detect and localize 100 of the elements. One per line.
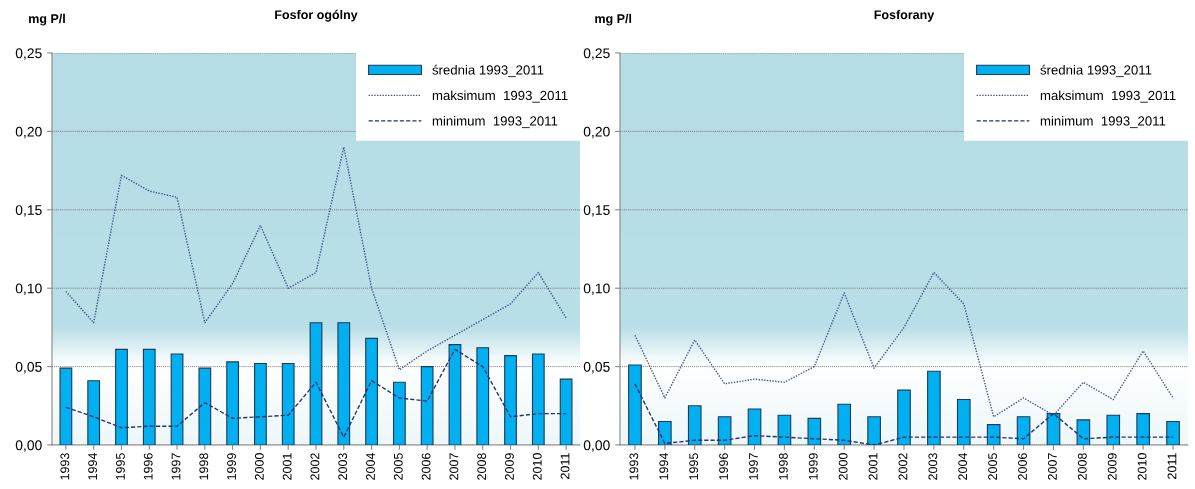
x-tick-label: 2006 [1018, 453, 1027, 480]
bar [986, 424, 1001, 445]
bar [1046, 413, 1061, 445]
bar [747, 408, 762, 445]
y-tick-label: 0,00 [583, 440, 610, 452]
y-tick-label: 0,25 [15, 48, 42, 60]
bar [559, 378, 573, 445]
bar [956, 398, 971, 445]
x-tick-label: 2006 [421, 453, 431, 480]
x-tick-label: 2002 [898, 453, 908, 480]
bar [476, 347, 490, 445]
bar [1016, 416, 1031, 445]
bar [59, 367, 73, 445]
legend-label: średnia 1993_2011 [432, 64, 544, 78]
bar [170, 353, 184, 445]
x-tick-label: 2000 [254, 453, 264, 480]
bar [1166, 420, 1180, 445]
x-tick-label: 2004 [958, 453, 968, 480]
x-tick-label: 2008 [477, 453, 487, 480]
x-tick-label: 2005 [988, 453, 998, 480]
line-series [634, 271, 1174, 418]
bar [867, 416, 881, 445]
bar [1076, 419, 1091, 445]
bar [897, 389, 911, 445]
x-tick-label: 2000 [838, 453, 848, 480]
x-tick-label: 2008 [1077, 453, 1087, 480]
bar [420, 366, 434, 445]
bar [658, 420, 672, 445]
x-tick-label: 2002 [310, 453, 320, 480]
legend-label: maksimum 1993_2011 [1040, 90, 1176, 103]
bar [1106, 414, 1121, 445]
x-tick-label: 1999 [227, 453, 236, 480]
bar [777, 414, 792, 445]
bar [717, 416, 732, 445]
legend-label: średnia 1993_2011 [1040, 64, 1152, 78]
bar [807, 417, 822, 445]
y-axis-title: mg P/l [595, 13, 632, 26]
y-tick-label: 0,15 [15, 205, 42, 217]
x-tick-label: 2007 [1047, 453, 1057, 480]
y-tick-label: 0,25 [583, 48, 610, 60]
bar [142, 348, 156, 445]
x-tick-label: 2004 [366, 453, 375, 480]
x-tick-label: 2001 [868, 453, 878, 480]
bar [687, 405, 702, 445]
x-tick-label: 1998 [199, 453, 209, 480]
x-tick-label: 1997 [749, 453, 758, 480]
bar [628, 364, 642, 445]
bar [226, 361, 240, 445]
x-tick-label: 1993 [629, 453, 639, 480]
x-tick-label: 2003 [338, 453, 348, 480]
x-tick-label: 1995 [689, 453, 699, 480]
bar [927, 370, 941, 445]
x-tick-label: 2009 [1107, 453, 1117, 480]
x-tick-label: 2007 [449, 453, 459, 480]
bar [392, 381, 406, 445]
x-tick-label: 1996 [143, 453, 153, 480]
line-series [65, 348, 567, 438]
x-tick-label: 1996 [719, 453, 728, 480]
y-tick-label: 0,15 [583, 205, 610, 217]
x-tick-label: 2009 [505, 453, 514, 480]
x-tick-label: 1999 [808, 453, 818, 480]
bar [87, 380, 101, 445]
bar [448, 344, 462, 445]
line-series [65, 146, 567, 371]
bar [837, 403, 852, 445]
x-tick-label: 2001 [282, 453, 292, 480]
bar [1136, 413, 1150, 445]
bar [309, 322, 323, 445]
bar [254, 362, 267, 445]
x-tick-label: 2010 [1137, 453, 1147, 480]
bar [531, 353, 545, 445]
y-tick-label: 0,20 [15, 126, 42, 139]
bar [115, 348, 128, 445]
y-axis-title: mg P/l [29, 13, 65, 26]
chart-title: Fosfor ogólny [275, 9, 358, 22]
legend-label: maksimum 1993_2011 [432, 90, 568, 103]
x-tick-label: 2003 [928, 453, 938, 480]
x-tick-label: 1993 [60, 453, 70, 480]
x-tick-label: 1998 [778, 453, 788, 480]
x-tick-label: 2011 [1167, 453, 1177, 479]
x-tick-label: 2005 [393, 453, 403, 480]
bar [365, 337, 378, 445]
y-tick-label: 0,05 [583, 361, 610, 374]
line-series [634, 383, 1174, 445]
y-tick-label: 0,10 [15, 283, 42, 296]
chart-title: Fosforany [874, 9, 935, 22]
y-tick-label: 0,05 [15, 361, 42, 374]
bar [281, 362, 295, 445]
legend-label: minimum 1993_2011 [432, 115, 558, 129]
x-tick-label: 1994 [659, 453, 669, 480]
y-tick-label: 0,20 [583, 126, 610, 139]
x-tick-label: 1997 [171, 453, 181, 480]
y-tick-label: 0,00 [15, 440, 42, 452]
legend-label: minimum 1993_2011 [1040, 115, 1166, 129]
x-tick-label: 1995 [115, 453, 125, 480]
bar [198, 367, 212, 445]
x-tick-label: 2011 [560, 453, 570, 479]
y-tick-label: 0,10 [583, 283, 610, 296]
bar [504, 355, 517, 445]
bar [337, 322, 351, 445]
